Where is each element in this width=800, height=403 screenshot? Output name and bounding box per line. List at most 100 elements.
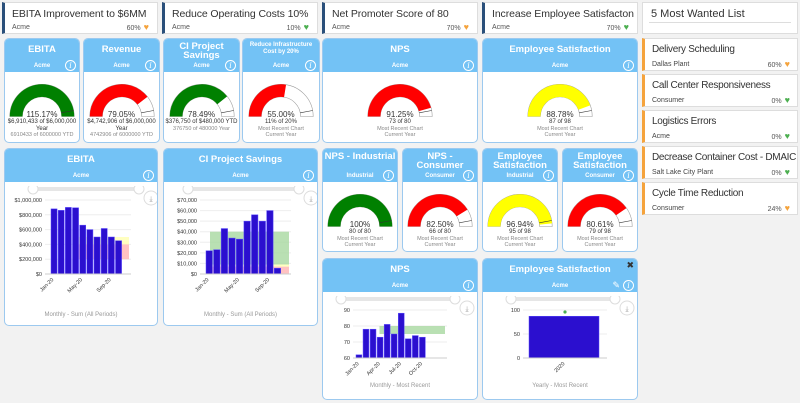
bar[interactable] bbox=[228, 237, 236, 275]
slider-handle[interactable] bbox=[182, 186, 194, 195]
chart-footer: Monthly - Sum (All Periods) bbox=[203, 312, 278, 318]
bar[interactable] bbox=[86, 229, 94, 275]
range-slider[interactable] bbox=[511, 297, 615, 301]
y-tick-label: $1,000,000 bbox=[14, 198, 42, 204]
bar[interactable] bbox=[251, 214, 259, 275]
chart-widget[interactable]: CI Project Savings Acme i ⤓ $0 $10,000 $20,000… bbox=[163, 148, 318, 326]
info-icon[interactable]: i bbox=[383, 170, 394, 181]
goal-card[interactable]: EBITA Improvement to $6MM Acme 60% ♥ bbox=[2, 2, 158, 34]
chart-widget[interactable]: Employee Satisfaction Acme i ✖ ✎ ⤓ 0 50 100 2020 Y… bbox=[482, 258, 638, 400]
download-icon[interactable] bbox=[619, 300, 635, 316]
edit-icon[interactable]: ✎ bbox=[612, 280, 620, 290]
range-slider[interactable] bbox=[188, 187, 299, 191]
bar[interactable] bbox=[220, 228, 228, 275]
gauge-detail: $376,750 of $480,000 YTD bbox=[165, 119, 238, 125]
slider-handle[interactable] bbox=[133, 186, 145, 195]
goal-card[interactable]: Reduce Operating Costs 10% Acme 10% ♥ bbox=[162, 2, 318, 34]
gauge-widget[interactable]: Reduce Infrastructure Cost by 20% Acme i 55… bbox=[242, 38, 320, 143]
info-icon[interactable]: i bbox=[463, 280, 474, 291]
gauge-widget[interactable]: EBITA Acme i 115.17% $6,910,433 of $6,000,00… bbox=[4, 38, 80, 143]
bar[interactable] bbox=[398, 312, 405, 359]
gauge-target-tick bbox=[539, 220, 552, 224]
bar[interactable] bbox=[362, 328, 370, 359]
slider-handle[interactable] bbox=[449, 296, 461, 305]
slider-handle[interactable] bbox=[609, 296, 621, 305]
info-icon[interactable]: i bbox=[143, 170, 154, 181]
most-wanted-item[interactable]: Decrease Container Cost - DMAIC Salt Lake… bbox=[642, 146, 798, 179]
bar[interactable] bbox=[213, 249, 221, 275]
chart-widget[interactable]: NPS Acme i ⤓ 60 70 80 90 Jan-20 Apr-20 Jul-20 Oct-2… bbox=[322, 258, 478, 400]
bar[interactable] bbox=[376, 336, 384, 359]
bar[interactable] bbox=[405, 338, 412, 359]
gauge-text: 100% 80 of 80 Most Recent Chart Current Yea… bbox=[323, 220, 397, 249]
bar[interactable] bbox=[274, 267, 281, 275]
most-wanted-item[interactable]: Call Center Responsiveness Consumer 0% ♥ bbox=[642, 74, 798, 107]
bar[interactable] bbox=[79, 224, 87, 275]
info-icon[interactable]: i bbox=[463, 170, 474, 181]
slider-handle[interactable] bbox=[335, 296, 347, 305]
widget-subtitle: Consumer bbox=[585, 173, 615, 179]
heart-icon: ♥ bbox=[784, 95, 790, 105]
bar[interactable] bbox=[266, 210, 274, 275]
info-icon[interactable]: i bbox=[463, 60, 474, 71]
goal-card[interactable]: Increase Employee Satisfacton Acme 70% ♥ bbox=[482, 2, 638, 34]
gauge-text: 96.94% 95 of 98 Most Recent Chart Current Y… bbox=[483, 220, 557, 249]
info-icon[interactable]: i bbox=[65, 60, 76, 71]
info-icon[interactable]: i bbox=[145, 60, 156, 71]
download-icon[interactable] bbox=[459, 300, 475, 316]
bar[interactable] bbox=[72, 207, 79, 275]
info-icon[interactable]: i bbox=[623, 280, 634, 291]
bar[interactable] bbox=[205, 250, 213, 275]
gauge-widget[interactable]: Employee Satisfaction Consumer i 80.61% 79 o… bbox=[562, 148, 638, 252]
y-tick-label: $200,000 bbox=[19, 257, 42, 263]
gauge-widget[interactable]: NPS - Consumer Consumer i 82.50% 66 of 80 Mos… bbox=[402, 148, 478, 252]
bar[interactable] bbox=[419, 336, 426, 359]
info-icon[interactable]: i bbox=[303, 170, 314, 181]
range-slider[interactable] bbox=[341, 297, 455, 301]
info-icon[interactable]: i bbox=[225, 60, 236, 71]
gauge-fill bbox=[9, 84, 75, 117]
most-wanted-item[interactable]: Cycle Time Reduction Consumer 24% ♥ bbox=[642, 182, 798, 215]
bar[interactable] bbox=[65, 207, 72, 275]
bar[interactable] bbox=[412, 335, 419, 359]
gauge-widget[interactable]: NPS Acme i 91.25% 73 of 80 Most Recent Chart C… bbox=[322, 38, 478, 143]
bar[interactable] bbox=[93, 236, 101, 275]
info-icon[interactable]: i bbox=[543, 170, 554, 181]
range-slider[interactable] bbox=[33, 187, 139, 191]
gauge-range: 4742906 of 6000000 YTD bbox=[90, 132, 153, 138]
gauge-widget[interactable]: Revenue Acme i 79.05% $4,742,906 of $6,000,0… bbox=[83, 38, 160, 143]
close-icon[interactable]: ✖ bbox=[626, 260, 634, 270]
bar[interactable] bbox=[528, 315, 600, 359]
goal-card[interactable]: Net Promoter Score of 80 Acme 70% ♥ bbox=[322, 2, 478, 34]
bar[interactable] bbox=[243, 220, 251, 275]
bar[interactable] bbox=[369, 328, 377, 359]
bar[interactable] bbox=[391, 333, 398, 359]
gauge-widget[interactable]: Employee Satisfaction Acme i 88.78% 87 of 98… bbox=[482, 38, 638, 143]
slider-handle[interactable] bbox=[293, 186, 305, 195]
most-wanted-item[interactable]: Delivery Scheduling Dallas Plant 60% ♥ bbox=[642, 38, 798, 71]
slider-handle[interactable] bbox=[27, 186, 39, 195]
bar[interactable] bbox=[57, 210, 65, 275]
download-icon[interactable] bbox=[143, 190, 157, 206]
bar[interactable] bbox=[115, 240, 122, 275]
gauge-widget[interactable]: CI Project Savings Acme i 78.49% $376,750 of… bbox=[163, 38, 240, 143]
slider-handle[interactable] bbox=[505, 296, 517, 305]
download-icon[interactable] bbox=[303, 190, 317, 206]
gauge-widget[interactable]: NPS - Industrial Industrial i 100% 80 of 80 M… bbox=[322, 148, 398, 252]
bar[interactable] bbox=[50, 208, 58, 275]
most-wanted-item[interactable]: Logistics Errors Acme 0% ♥ bbox=[642, 110, 798, 143]
widget-header: Revenue Acme i bbox=[84, 39, 159, 72]
info-icon[interactable]: i bbox=[305, 60, 316, 71]
gauge-widget[interactable]: Employee Satisfaction Industrial i 96.94% 95… bbox=[482, 148, 558, 252]
bar[interactable] bbox=[258, 220, 266, 275]
bar[interactable] bbox=[108, 236, 115, 275]
goal-title: Net Promoter Score of 80 bbox=[332, 8, 449, 20]
bar[interactable] bbox=[100, 228, 108, 275]
item-percent: 0% bbox=[771, 98, 782, 105]
info-icon[interactable]: i bbox=[623, 170, 634, 181]
widget-title: NPS bbox=[390, 44, 410, 55]
chart-widget[interactable]: EBITA Acme i ⤓ $0 $200,000 $400,000 $600,000 $80… bbox=[4, 148, 158, 326]
bar[interactable] bbox=[383, 324, 391, 359]
info-icon[interactable]: i bbox=[623, 60, 634, 71]
bar[interactable] bbox=[236, 238, 244, 275]
